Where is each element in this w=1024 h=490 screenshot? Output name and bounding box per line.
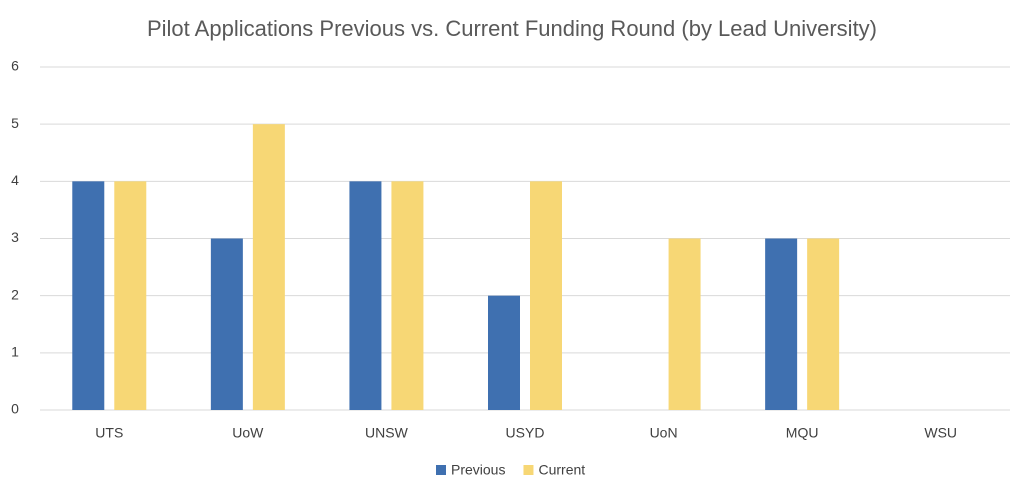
- y-tick-label: 4: [11, 172, 19, 188]
- bar: [488, 295, 520, 410]
- bar: [530, 181, 562, 410]
- bar: [349, 181, 382, 410]
- chart-title: Pilot Applications Previous vs. Current …: [147, 16, 877, 41]
- y-tick-label: 6: [11, 58, 19, 74]
- x-tick-label: UoW: [232, 425, 264, 441]
- x-tick-label: WSU: [924, 425, 957, 441]
- bar: [72, 181, 105, 410]
- x-tick-label: UNSW: [365, 425, 409, 441]
- bar: [668, 238, 701, 410]
- y-tick-label: 2: [11, 286, 19, 302]
- y-tick-label: 3: [11, 229, 19, 245]
- y-tick-label: 1: [11, 344, 19, 360]
- bar: [807, 238, 840, 410]
- x-tick-label: UoN: [650, 425, 678, 441]
- legend-label: Current: [538, 462, 585, 478]
- x-tick-label: MQU: [786, 425, 819, 441]
- bar: [114, 181, 147, 410]
- bar: [765, 238, 798, 410]
- bar: [210, 238, 243, 410]
- y-tick-label: 5: [11, 115, 19, 131]
- legend-label: Previous: [451, 462, 505, 478]
- y-tick-label: 0: [11, 401, 19, 417]
- legend-swatch: [523, 465, 534, 475]
- x-tick-label: UTS: [95, 425, 123, 441]
- legend-swatch: [436, 465, 446, 475]
- bar: [252, 124, 285, 411]
- bar: [391, 181, 424, 410]
- x-tick-label: USYD: [506, 425, 545, 441]
